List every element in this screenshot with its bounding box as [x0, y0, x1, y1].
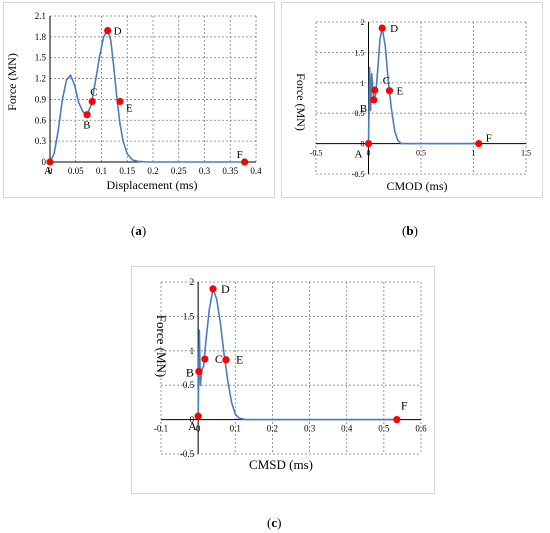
x-tick-label: 0: [48, 166, 53, 176]
data-point-c: [371, 86, 379, 94]
data-point-c: [88, 97, 96, 106]
x-tick-label: 0.1: [230, 424, 241, 434]
x-tick-label: 0.1: [96, 166, 107, 176]
chart-a-xlabel: Displacement (ms): [107, 178, 198, 192]
data-point-e: [116, 97, 124, 106]
x-tick-label: 0.3: [304, 424, 316, 434]
y-tick-label: -0.5: [180, 449, 195, 459]
point-label-d: D: [114, 26, 122, 38]
y-tick-label: 1: [190, 346, 195, 356]
data-point-a: [46, 158, 54, 166]
x-tick-label: 0.5: [416, 149, 426, 158]
data-point-e: [385, 87, 394, 95]
x-tick-label: 0.25: [171, 166, 187, 176]
data-point-f: [393, 416, 401, 424]
data-point-b: [195, 367, 203, 376]
x-tick-label: 0.2: [267, 424, 278, 434]
data-point-b: [370, 96, 378, 104]
point-label-b: B: [83, 120, 90, 132]
x-tick-label: 0.5: [378, 424, 390, 434]
chart-c-points: A B C D E F: [186, 282, 408, 433]
y-tick-label: 1.5: [355, 48, 365, 57]
x-tick-label: 0.4: [341, 424, 353, 434]
chart-c-ticks: -0.1 0 0.1 0.2 0.3 0.4 0.5 0.6 -0.5 0 0.5 1 1.5 2: [154, 277, 427, 459]
y-tick-label: -0.5: [352, 170, 365, 179]
x-tick-label: 1: [472, 149, 476, 158]
data-point-d: [104, 27, 112, 35]
data-point-d: [378, 24, 386, 32]
x-tick-label: 0: [196, 424, 201, 434]
data-point-a: [364, 140, 373, 148]
chart-b-frame: [281, 2, 543, 198]
y-tick-label: 0.5: [183, 380, 195, 390]
x-tick-label: -0.5: [310, 149, 323, 158]
caption-a: (a): [131, 223, 147, 238]
point-label-e: E: [397, 86, 404, 98]
chart-a: 0 0.05 0.1 0.15 0.2 0.25 0.3 0.35 0.4 0 0.3 0.6 0.9 1…: [3, 2, 275, 198]
point-label-a: A: [44, 165, 52, 177]
point-label-b: B: [360, 103, 367, 115]
data-point-e: [222, 356, 230, 364]
x-tick-label: 0.3: [199, 166, 211, 176]
point-label-a: A: [355, 149, 363, 161]
data-point-f: [241, 158, 249, 166]
chart-a-series: [49, 29, 246, 163]
data-point-f: [475, 140, 483, 148]
chart-a-ticks: 0 0.05 0.1 0.15 0.2 0.25 0.3 0.35 0.4 0 0.3 0.6 0.9 1…: [35, 11, 262, 176]
point-label-e: E: [236, 353, 243, 367]
x-tick-label: 0.2: [147, 166, 158, 176]
point-label-a: A: [188, 419, 197, 433]
chart-c: -0.1 0 0.1 0.2 0.3 0.4 0.5 0.6 -0.5 0 0.5 1 1.5 2 A B C…: [131, 266, 435, 494]
chart-b-ticks: -0.5 0 0.5 1 1.5 -0.5 0 0.5 1 1.5 2: [310, 18, 531, 179]
x-tick-label: 1.5: [521, 149, 531, 158]
chart-b-ylabel: Force (MN): [294, 73, 308, 131]
chart-b-xlabel: CMOD (ms): [386, 179, 447, 193]
y-tick-label: 0.6: [35, 115, 47, 125]
caption-b: (b): [402, 223, 418, 238]
point-label-c: C: [383, 75, 390, 87]
y-tick-label: 1.5: [35, 53, 47, 63]
y-tick-label: 1.2: [35, 74, 46, 84]
x-tick-label: 0.15: [119, 166, 135, 176]
data-point-c: [201, 355, 209, 363]
chart-b: -0.5 0 0.5 1 1.5 -0.5 0 0.5 1 1.5 2 A B C D E F CMOD (m…: [281, 2, 543, 198]
y-tick-label: 2.1: [35, 11, 46, 21]
y-tick-label: 1: [361, 79, 365, 88]
x-tick-label: 0.4: [250, 166, 262, 176]
point-label-b: B: [186, 365, 194, 379]
data-point-b: [83, 111, 91, 119]
y-tick-label: 1.8: [35, 32, 47, 42]
caption-c: (c): [267, 515, 282, 530]
chart-c-xlabel: CMSD (ms): [249, 457, 313, 472]
y-tick-label: 0.3: [35, 136, 47, 146]
data-point-d: [209, 285, 217, 293]
point-label-e: E: [126, 103, 133, 115]
chart-a-ylabel: Force (MN): [5, 53, 19, 111]
point-label-f: F: [401, 399, 408, 413]
point-label-d: D: [221, 282, 230, 296]
chart-a-points: A B C D E F: [44, 26, 249, 177]
chart-c-ylabel: Force (MN): [154, 315, 169, 377]
y-tick-label: 0: [42, 157, 47, 167]
x-tick-label: -0.1: [154, 424, 168, 434]
point-label-c: C: [215, 352, 223, 366]
x-tick-label: 0.35: [222, 166, 238, 176]
point-label-d: D: [390, 23, 398, 35]
y-tick-label: 2: [190, 277, 195, 287]
x-tick-label: 0: [367, 149, 371, 158]
y-tick-label: 0.5: [355, 109, 365, 118]
series-line: [49, 29, 246, 163]
point-label-f: F: [237, 149, 243, 161]
data-point-a: [194, 412, 202, 420]
y-tick-label: 1.5: [183, 311, 195, 321]
x-tick-label: 0.6: [415, 424, 427, 434]
x-tick-label: 0.05: [68, 166, 84, 176]
y-tick-label: 2: [361, 18, 365, 27]
y-tick-label: 0.9: [35, 94, 47, 104]
y-tick-label: 0: [190, 415, 195, 425]
chart-b-points: A B C D E F: [355, 23, 492, 161]
y-tick-label: 0: [361, 140, 365, 149]
point-label-f: F: [486, 133, 492, 145]
point-label-c: C: [90, 87, 97, 99]
